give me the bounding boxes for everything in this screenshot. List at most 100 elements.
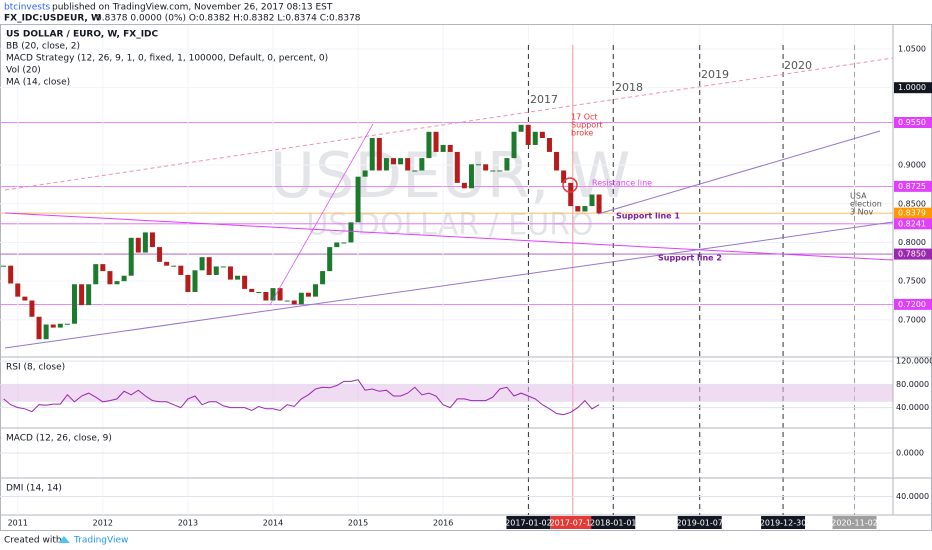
symbol: FX_IDC:USDEUR, W <box>4 14 101 24</box>
trend-line <box>4 221 894 349</box>
candle <box>178 265 184 275</box>
x-tick-label: 2018-01-01 <box>590 519 637 528</box>
candle <box>199 257 205 271</box>
trend-line <box>597 130 881 215</box>
candle <box>398 158 404 165</box>
candle <box>256 291 262 293</box>
candle <box>93 264 99 285</box>
candle <box>213 266 219 275</box>
candle <box>461 182 467 189</box>
y-tick-label: 0.7850 <box>898 250 926 259</box>
candle <box>334 242 340 248</box>
footer-text: Created with <box>4 536 62 546</box>
candle <box>320 271 326 285</box>
candle <box>36 316 42 340</box>
candle <box>483 164 489 171</box>
price-label-bg <box>894 117 932 129</box>
candle <box>114 281 120 285</box>
annotation: USA <box>850 192 867 201</box>
price-label-bg <box>894 218 932 230</box>
candle <box>348 222 354 243</box>
candle <box>142 232 148 253</box>
legend-entry: US DOLLAR / EURO, W, FX_IDC <box>6 30 159 40</box>
logo <box>58 536 70 543</box>
x-tick-label: 2015 <box>348 519 368 528</box>
candle <box>171 265 177 267</box>
candle <box>468 164 474 189</box>
candle <box>362 170 368 177</box>
candle <box>79 284 85 306</box>
time-label-bg <box>506 516 551 529</box>
candle <box>135 237 141 253</box>
trend-line <box>4 57 894 191</box>
candle <box>313 284 319 297</box>
candle <box>596 194 602 214</box>
rsi-line <box>3 379 600 416</box>
candle <box>419 158 425 171</box>
candle <box>291 300 297 305</box>
y-tick-label: 0.9550 <box>898 118 926 127</box>
candle <box>305 292 311 297</box>
y-tick-label: 0.7200 <box>898 300 926 309</box>
x-tick-label: 2020-11-02 <box>831 519 878 528</box>
candle <box>43 324 49 340</box>
candle <box>476 164 482 166</box>
candle <box>383 158 389 171</box>
candle <box>327 247 333 272</box>
annotation: election <box>850 200 882 209</box>
candle <box>405 158 411 171</box>
x-tick-label: 2017-07-10 <box>550 519 597 528</box>
annotation: 2018 <box>615 81 643 94</box>
candle <box>376 137 382 171</box>
candle <box>22 296 28 301</box>
time-label-bg <box>591 516 636 529</box>
candle <box>100 264 106 272</box>
candle <box>369 137 375 171</box>
annotation: 2020 <box>784 59 812 72</box>
candle <box>390 158 396 165</box>
candle <box>355 176 361 223</box>
time-label-bg <box>832 516 877 529</box>
y-tick-label: 40.0000 <box>896 403 929 412</box>
y-tick-label: 0.8379 <box>898 209 926 218</box>
annotation: Support <box>571 121 603 130</box>
y-tick-label: 0.8725 <box>898 182 926 191</box>
y-tick-label: 0.7000 <box>898 315 926 324</box>
candle <box>454 151 460 183</box>
published: published on TradingView.com, November 2… <box>52 3 333 13</box>
candle <box>284 300 290 302</box>
candle <box>128 237 134 276</box>
candle <box>29 300 35 317</box>
y-tick-label: 40.0000 <box>896 492 929 501</box>
candle <box>206 257 212 275</box>
candle <box>71 284 77 324</box>
pane-title: RSI (8, close) <box>6 363 65 373</box>
candle <box>227 266 233 280</box>
candle <box>192 270 198 292</box>
legend-entry: Vol (20) <box>6 66 41 76</box>
x-tick-label: 2017-01-02 <box>505 519 552 528</box>
plot: 1.0500 1.0000 0.9550 0.9000 0.8725 0.85000.83… <box>0 24 932 529</box>
candle <box>242 275 248 289</box>
rsi-band <box>0 384 893 402</box>
candle <box>412 170 418 172</box>
x-tick-label: 2016 <box>433 519 453 528</box>
price-label-bg <box>894 180 932 192</box>
y-tick-label: 1.0500 <box>898 44 926 53</box>
candle <box>525 124 531 145</box>
candle <box>220 266 226 268</box>
footer-brand[interactable]: TradingView <box>73 536 128 546</box>
candle <box>15 283 21 297</box>
x-tick-label: 2019-12-30 <box>760 519 807 528</box>
candle <box>426 131 432 159</box>
author[interactable]: btcinvests <box>4 3 50 13</box>
annotation: Support line 1 <box>616 212 680 221</box>
candle <box>149 232 155 248</box>
candle <box>582 206 588 212</box>
candle <box>575 206 581 212</box>
candle <box>8 265 14 284</box>
candle <box>561 170 567 183</box>
x-tick-label: 2013 <box>178 519 198 528</box>
time-label-bg <box>550 516 595 529</box>
